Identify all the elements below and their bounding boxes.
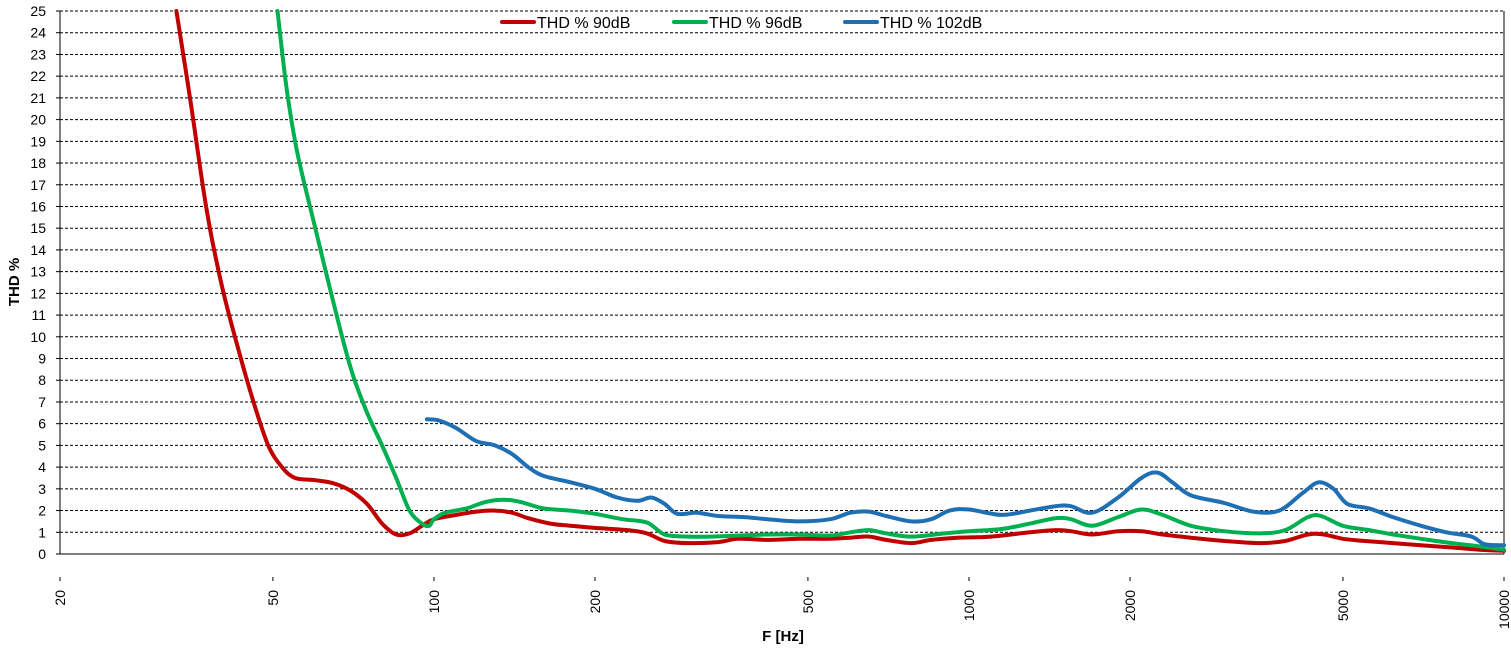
y-tick-label: 12: [30, 285, 46, 301]
x-axis-title: F [Hz]: [762, 628, 804, 645]
y-tick-label: 17: [30, 177, 46, 193]
y-tick-label: 2: [38, 503, 46, 519]
y-tick-label: 24: [30, 25, 46, 41]
series-line-1: [174, 9, 1506, 553]
y-tick-label: 0: [38, 546, 46, 562]
x-tick-label: 50: [265, 590, 281, 606]
y-tick-label: 9: [38, 351, 46, 367]
y-tick-label: 19: [30, 133, 46, 149]
y-tick-label: 20: [30, 112, 46, 128]
legend-label: THD % 96dB: [709, 15, 802, 32]
y-tick-label: 7: [38, 394, 46, 410]
y-tick-label: 13: [30, 264, 46, 280]
y-tick-label: 4: [38, 459, 46, 475]
x-tick-label: 100: [426, 590, 442, 614]
series-lines: [174, 9, 1506, 553]
y-tick-label: 5: [38, 437, 46, 453]
y-tick-label: 14: [30, 242, 46, 258]
y-tick-label: 18: [30, 155, 46, 171]
legend-label: THD % 90dB: [537, 15, 630, 32]
y-tick-label: 6: [38, 416, 46, 432]
y-tick-label: 8: [38, 372, 46, 388]
gridlines: [60, 10, 1504, 533]
axes: [56, 10, 1505, 581]
y-tick-labels: 0123456789101112131415161718192021222324…: [30, 3, 46, 562]
y-tick-label: 3: [38, 481, 46, 497]
y-tick-label: 11: [31, 307, 46, 323]
x-tick-label: 500: [800, 590, 816, 614]
y-tick-label: 23: [30, 46, 46, 62]
series-line-3: [424, 417, 1506, 548]
x-tick-label: 2000: [1122, 590, 1138, 621]
x-tick-label: 200: [587, 590, 603, 614]
x-tick-label: 1000: [961, 590, 977, 621]
y-tick-label: 1: [38, 524, 46, 540]
y-axis-title: THD %: [6, 258, 23, 306]
x-tick-label: 20: [52, 590, 68, 606]
legend-label: THD % 102dB: [880, 15, 982, 32]
y-tick-label: 21: [30, 90, 46, 106]
series-line-2: [275, 9, 1506, 552]
legend: THD % 90dB THD % 96dB THD % 102dB: [500, 15, 982, 32]
x-tick-labels: 20 50 100 200 500 1000 2000 5000 10000: [52, 590, 1511, 629]
y-tick-label: 16: [30, 198, 46, 214]
y-tick-label: 25: [30, 3, 46, 19]
x-tick-label: 5000: [1335, 590, 1351, 621]
y-tick-label: 22: [30, 68, 46, 84]
y-tick-label: 15: [30, 220, 46, 236]
x-tick-label: 10000: [1496, 590, 1511, 629]
y-tick-label: 10: [30, 329, 46, 345]
